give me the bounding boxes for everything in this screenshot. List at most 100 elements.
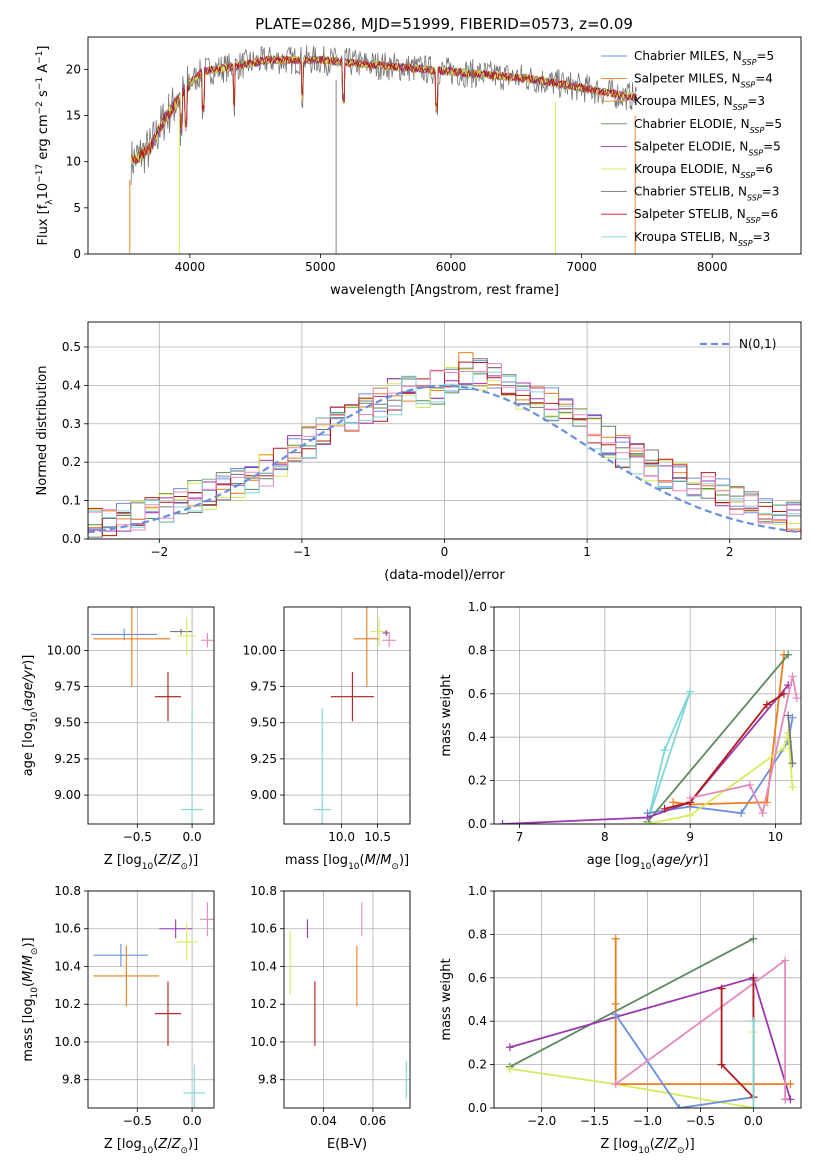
weight-marker bbox=[737, 809, 746, 818]
y-tick-label: 10.00 bbox=[243, 643, 277, 657]
x-axis-label: Z [log10(Z/Z⊙)] bbox=[600, 1137, 694, 1156]
histogram-chabrier-elodie bbox=[88, 367, 801, 534]
y-tick-label: 10.6 bbox=[250, 922, 277, 936]
histogram-pink bbox=[88, 363, 801, 531]
y-tick-label: 0.3 bbox=[62, 417, 81, 431]
weight-line-salpeter-elodie bbox=[509, 976, 792, 1101]
y-tick-label: 0.0 bbox=[468, 817, 487, 831]
x-tick-label: 0.0 bbox=[183, 1114, 202, 1128]
x-axis-label: wavelength [Angstrom, rest frame] bbox=[330, 283, 559, 298]
weight-line-pink bbox=[689, 676, 798, 816]
plot-area bbox=[129, 45, 637, 254]
x-tick-label: −1.5 bbox=[580, 1114, 609, 1128]
legend-entry: Salpeter MILES, NSSP=4 bbox=[634, 72, 773, 90]
y-axis-label: mass [log10(M/M⊙)] bbox=[21, 937, 40, 1061]
y-tick-label: 0.4 bbox=[468, 730, 487, 744]
weight-marker bbox=[686, 687, 695, 696]
y-tick-label: 0.0 bbox=[62, 532, 81, 546]
x-tick-label: 10 bbox=[768, 830, 783, 844]
x-tick-label: 2 bbox=[726, 545, 734, 559]
weight-marker bbox=[660, 804, 669, 813]
axes-frame bbox=[283, 606, 411, 825]
y-tick-label: 10.4 bbox=[54, 959, 81, 973]
y-tick-label: 20 bbox=[66, 62, 81, 76]
y-axis-label: Normed distribution bbox=[35, 366, 50, 496]
y-tick-label: 9.25 bbox=[250, 752, 277, 766]
y-tick-label: 0.0 bbox=[468, 1101, 487, 1115]
x-tick-label: 4000 bbox=[175, 260, 206, 274]
histogram-kroupa-stelib bbox=[88, 371, 801, 528]
plot-area bbox=[505, 934, 795, 1108]
x-tick-label: 10.0 bbox=[328, 830, 355, 844]
figure-title: PLATE=0286, MJD=51999, FIBERID=0573, z=0… bbox=[255, 15, 633, 33]
y-tick-label: 0.1 bbox=[62, 494, 81, 508]
weight-marker bbox=[779, 744, 788, 753]
x-axis-label: age [log10(age/yr)] bbox=[587, 853, 709, 872]
weight-marker bbox=[505, 1064, 514, 1073]
y-tick-label: 9.00 bbox=[54, 788, 81, 802]
legend-entry: Chabrier STELIB, NSSP=3 bbox=[634, 185, 779, 203]
plot-area bbox=[289, 902, 407, 1099]
y-tick-label: 10.2 bbox=[250, 997, 277, 1011]
y-tick-label: 0.8 bbox=[468, 927, 487, 941]
weight-marker bbox=[788, 672, 797, 681]
x-tick-label: 8 bbox=[601, 830, 609, 844]
y-tick-label: 0.6 bbox=[468, 687, 487, 701]
x-tick-label: 0.0 bbox=[183, 830, 202, 844]
x-tick-label: −1 bbox=[293, 545, 311, 559]
y-tick-label: 10.8 bbox=[250, 884, 277, 898]
spectrum-salpeter-stelib bbox=[131, 54, 637, 164]
weight-marker bbox=[762, 700, 771, 709]
y-tick-label: 10.8 bbox=[54, 884, 81, 898]
axes-frame bbox=[87, 890, 215, 1109]
axes-frame bbox=[493, 606, 802, 825]
weight-marker bbox=[669, 798, 678, 807]
legend-entry: Salpeter ELODIE, NSSP=5 bbox=[634, 139, 781, 157]
weight-line-chabrier-elodie bbox=[646, 654, 789, 823]
plot-area bbox=[313, 607, 397, 824]
x-tick-label: −0.5 bbox=[686, 1114, 715, 1128]
y-tick-label: 0.4 bbox=[468, 1014, 487, 1028]
x-tick-label: 1 bbox=[583, 545, 591, 559]
weight-marker bbox=[779, 689, 788, 698]
x-tick-label: 0.06 bbox=[360, 1114, 387, 1128]
x-tick-label: −2.0 bbox=[527, 1114, 556, 1128]
y-tick-label: 9.25 bbox=[54, 752, 81, 766]
histogram-salpeter-elodie bbox=[88, 375, 801, 532]
plot-area bbox=[91, 607, 214, 824]
weight-marker bbox=[611, 934, 620, 943]
x-axis-label: Z [log10(Z/Z⊙)] bbox=[104, 1137, 198, 1156]
y-tick-label: 10.0 bbox=[54, 1035, 81, 1049]
y-tick-label: 9.50 bbox=[54, 716, 81, 730]
x-axis-label: mass [log10(M/M⊙)] bbox=[285, 853, 409, 872]
weight-marker bbox=[788, 783, 797, 792]
x-axis-label: E(B-V) bbox=[327, 1137, 367, 1152]
x-tick-label: 7000 bbox=[566, 260, 597, 274]
plot-area bbox=[498, 650, 801, 824]
x-tick-label: −2 bbox=[150, 545, 168, 559]
legend-entry: Kroupa ELODIE, NSSP=6 bbox=[634, 162, 773, 180]
x-tick-label: −0.5 bbox=[123, 1114, 152, 1128]
panel-z_mass: −0.5 0.0 9.8 10.0 10.2 10.4 10.6 10.8 Z [log10(Z… bbox=[21, 884, 215, 1156]
y-tick-label: 0.2 bbox=[468, 774, 487, 788]
weight-marker bbox=[758, 809, 767, 818]
y-tick-label: 9.75 bbox=[54, 680, 81, 694]
panel-z_age: −0.5 0.0 9.00 9.25 9.50 9.75 10.00 Z [log10(Z/Z… bbox=[21, 606, 215, 872]
weight-marker bbox=[784, 650, 793, 659]
legend-entry: Salpeter STELIB, NSSP=6 bbox=[634, 207, 778, 225]
x-tick-label: 7 bbox=[516, 830, 524, 844]
axes-frame bbox=[87, 36, 802, 255]
weight-marker bbox=[498, 820, 507, 824]
x-axis-label: (data-model)/error bbox=[384, 568, 505, 583]
panel-ebv_mass: 0.04 0.06 9.8 10.0 10.2 10.4 10.6 10.8 bbox=[250, 884, 411, 1128]
panel-z_weight: −2.0 −1.5 −1.0 −0.5 0.0 0.0 0.2 0.4 0.6 0.8 1.0 Z [… bbox=[439, 884, 802, 1156]
plot-area bbox=[88, 352, 801, 538]
panel-age_weight: 7 8 9 10 0.0 0.2 0.4 0.6 0.8 1.0 age [log10(age/yr… bbox=[439, 600, 802, 872]
histogram-kroupa-elodie bbox=[88, 367, 801, 536]
weight-marker bbox=[660, 746, 669, 755]
y-tick-label: 15 bbox=[66, 108, 81, 122]
x-tick-label: −0.5 bbox=[123, 830, 152, 844]
weight-marker bbox=[786, 1080, 795, 1089]
axes-frame bbox=[87, 606, 215, 825]
